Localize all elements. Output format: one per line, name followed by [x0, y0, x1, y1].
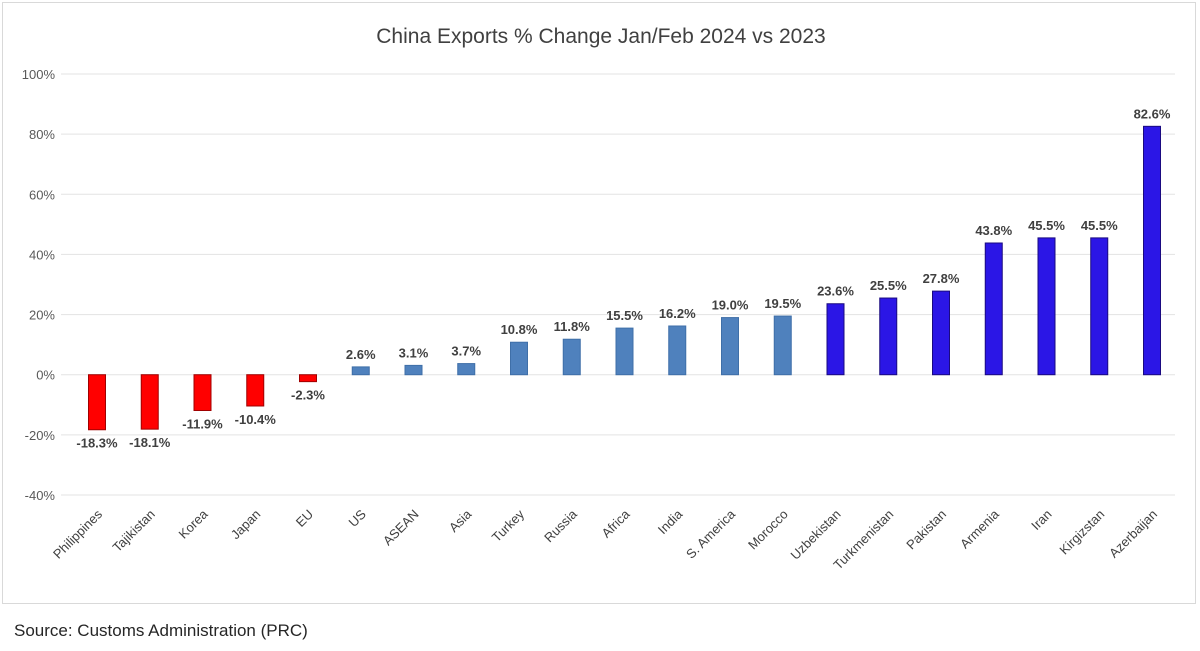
bar-iran	[1037, 237, 1056, 376]
y-tick-label: 20%	[29, 308, 55, 323]
data-label: -18.3%	[76, 436, 118, 451]
y-tick-label: 100%	[22, 67, 56, 82]
data-labels: -18.3% -18.1% -11.9% -10.4% -2.3% 2.6% 3.1% 3.7…	[76, 106, 1170, 450]
bar-kirgizstan	[1090, 237, 1109, 376]
data-label: 15.5%	[606, 308, 643, 323]
source-note: Source: Customs Administration (PRC)	[14, 621, 308, 640]
data-label: -18.1%	[129, 435, 171, 450]
x-category-label: India	[655, 506, 686, 537]
data-label: 25.5%	[870, 278, 907, 293]
bar-eu	[299, 374, 317, 383]
y-axis-ticks: 100% 80% 60% 40% 20% 0% -20% -40%	[22, 67, 56, 503]
data-label: 16.2%	[659, 306, 696, 321]
x-category-label: Russia	[541, 506, 580, 545]
y-tick-label: -40%	[25, 488, 56, 503]
bar-india	[668, 325, 687, 376]
bar-s-america	[721, 317, 739, 376]
bar-turkmenistan	[879, 297, 898, 376]
bar-africa	[615, 327, 634, 376]
bar-armenia	[984, 242, 1003, 376]
bar-pakistan	[932, 290, 950, 376]
x-category-label: Azerbaijan	[1106, 507, 1160, 561]
bars	[88, 125, 1161, 431]
data-label: 45.5%	[1028, 218, 1065, 233]
data-label: 11.8%	[554, 319, 591, 334]
x-category-label: Asia	[446, 506, 475, 535]
data-label: 82.6%	[1134, 106, 1171, 121]
bar-asia	[457, 363, 476, 376]
data-label: 3.7%	[451, 344, 481, 359]
x-category-label: Tajikistan	[109, 507, 157, 555]
data-label: 27.8%	[923, 271, 960, 286]
bar-us	[351, 366, 370, 376]
data-label: 23.6%	[817, 284, 854, 299]
bar-russia	[562, 338, 581, 376]
y-tick-label: 40%	[29, 247, 55, 262]
data-label: 2.6%	[346, 347, 376, 362]
x-category-label: Korea	[175, 506, 211, 542]
bar-korea	[193, 374, 212, 411]
x-category-label: US	[345, 506, 369, 530]
x-category-label: Uzbekistan	[788, 507, 844, 563]
x-category-label: Iran	[1028, 507, 1054, 533]
x-category-label: Morocco	[745, 507, 791, 553]
data-label: 43.8%	[975, 223, 1012, 238]
bar-uzbekistan	[826, 303, 845, 376]
data-label: 19.5%	[764, 296, 801, 311]
x-category-label: Japan	[228, 507, 264, 543]
x-axis-categories: Philippines Tajikistan Korea Japan EU US ASEAN…	[50, 506, 1160, 573]
data-label: -2.3%	[291, 388, 325, 403]
bar-turkey	[510, 341, 528, 376]
x-category-label: EU	[293, 507, 316, 530]
data-label: 3.1%	[399, 345, 429, 360]
x-category-label: Africa	[599, 506, 634, 541]
x-category-label: S. America	[683, 506, 739, 562]
bar-asean	[404, 364, 423, 376]
bar-philippines	[88, 374, 106, 431]
bar-tajikistan	[140, 374, 159, 430]
y-tick-label: 0%	[36, 368, 55, 383]
x-category-label: Pakistan	[903, 507, 949, 553]
data-label: -11.9%	[182, 416, 223, 431]
x-category-label: ASEAN	[380, 507, 422, 549]
x-category-label: Philippines	[50, 506, 105, 561]
data-label: 45.5%	[1081, 218, 1118, 233]
y-tick-label: 60%	[29, 187, 55, 202]
chart-title: China Exports % Change Jan/Feb 2024 vs 2…	[376, 25, 825, 48]
x-category-label: Turkey	[489, 506, 528, 545]
x-category-label: Kirgizstan	[1056, 507, 1107, 558]
data-label: 10.8%	[501, 322, 538, 337]
data-label: -10.4%	[235, 412, 277, 427]
chart-frame: China Exports % Change Jan/Feb 2024 vs 2…	[2, 2, 1196, 604]
bar-morocco	[773, 315, 792, 376]
data-label: 19.0%	[712, 298, 749, 313]
gridlines	[61, 73, 1175, 496]
bar-japan	[246, 374, 265, 407]
x-category-label: Armenia	[957, 506, 1002, 551]
y-tick-label: 80%	[29, 127, 55, 142]
y-tick-label: -20%	[25, 428, 56, 443]
bar-chart: China Exports % Change Jan/Feb 2024 vs 2…	[22, 25, 1175, 573]
bar-azerbaijan	[1143, 125, 1161, 376]
